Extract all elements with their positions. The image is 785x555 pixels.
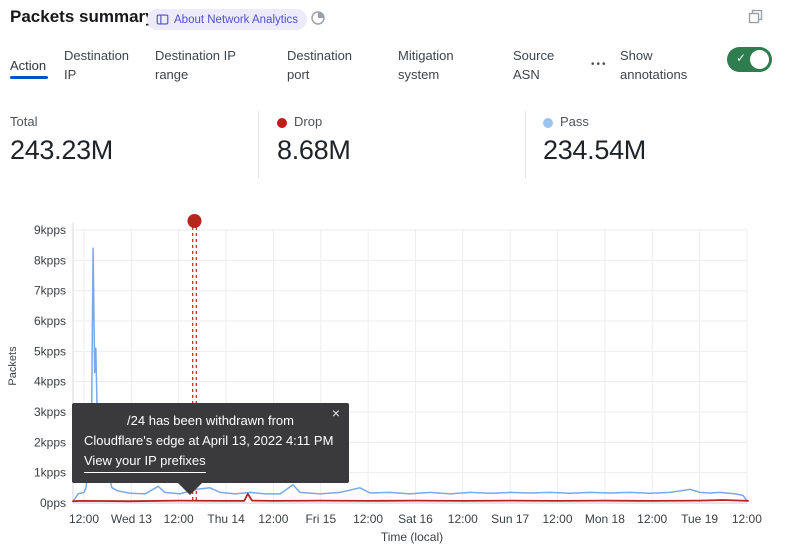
book-icon [156, 13, 169, 26]
svg-text:0pps: 0pps [40, 496, 66, 510]
x-axis-tick-labels: 12:00 Wed 13 12:00 Thu 14 12:00 Fri 15 12:00 Sa… [69, 512, 762, 526]
show-annotations-toggle[interactable]: ✓ [727, 47, 772, 72]
chart-gridlines [72, 223, 748, 504]
svg-text:Fri 15: Fri 15 [305, 512, 336, 526]
svg-text:7kpps: 7kpps [34, 284, 66, 298]
svg-text:12:00: 12:00 [542, 512, 572, 526]
svg-text:12:00: 12:00 [69, 512, 99, 526]
svg-text:12:00: 12:00 [353, 512, 383, 526]
annotation-dot-marker[interactable] [187, 214, 202, 228]
ip-prefixes-link[interactable]: View your IP prefixes [84, 451, 206, 473]
tooltip-line1: /24 has been withdrawn from [127, 413, 294, 428]
svg-text:Wed 13: Wed 13 [111, 512, 152, 526]
pass-stat-value: 234.54M [543, 135, 646, 165]
annotation-tooltip: × /24 has been withdrawn from Cloudflare… [72, 403, 349, 495]
y-axis-tick-labels: 0pps 1kpps 2kpps 3kpps 4kpps 5kpps 6kpps 7kpps 8… [34, 223, 66, 510]
svg-text:6kpps: 6kpps [34, 314, 66, 328]
tab-destination-port-label: Destination port [287, 48, 353, 82]
drop-legend-dot [277, 118, 287, 128]
tab-destination-ip-range-label: Destination IP range [155, 48, 236, 82]
drop-series-line [72, 492, 749, 503]
svg-text:1kpps: 1kpps [34, 466, 66, 480]
tab-action-label: Action [10, 58, 47, 73]
tooltip-line2: Cloudflare's edge at April 13, 2022 4:11… [84, 433, 334, 448]
total-stat-value: 243.23M [10, 135, 113, 165]
svg-text:4kpps: 4kpps [34, 375, 66, 389]
checkmark-icon: ✓ [736, 51, 747, 65]
tab-mitigation-system-label: Mitigation system [398, 48, 454, 82]
svg-text:12:00: 12:00 [258, 512, 288, 526]
page-title: Packets summary [10, 7, 155, 26]
tab-destination-port[interactable]: Destination port [287, 46, 367, 84]
more-options-ellipsis-icon[interactable]: ••• [591, 59, 608, 70]
svg-text:9kpps: 9kpps [34, 223, 66, 237]
svg-text:Mon 18: Mon 18 [585, 512, 625, 526]
drop-stat-label: Drop [294, 114, 323, 129]
tab-destination-ip-range[interactable]: Destination IP range [155, 46, 247, 84]
total-stat-label: Total [10, 114, 38, 129]
pass-legend-dot [543, 118, 553, 128]
svg-text:2kpps: 2kpps [34, 435, 66, 449]
svg-text:12:00: 12:00 [637, 512, 667, 526]
svg-text:5kpps: 5kpps [34, 344, 66, 358]
packets-chart: 12:00 Wed 13 12:00 Thu 14 12:00 Fri 15 12:00 Sa… [7, 214, 762, 544]
stats-divider [258, 111, 259, 178]
x-axis-title: Time (local) [381, 530, 443, 544]
drop-stat-value: 8.68M [277, 135, 351, 165]
y-axis-title: Packets [7, 346, 19, 386]
stats-divider [525, 111, 526, 178]
tab-destination-ip[interactable]: Destination IP [64, 46, 140, 84]
svg-text:12:00: 12:00 [164, 512, 194, 526]
tab-destination-ip-label: Destination IP [64, 48, 130, 82]
badge-label: About Network Analytics [174, 13, 299, 26]
svg-text:Sun 17: Sun 17 [491, 512, 529, 526]
tab-source-asn[interactable]: Source ASN [513, 46, 565, 84]
duplicate-window-icon[interactable] [747, 8, 764, 25]
show-annotations-label: Show annotations [620, 48, 688, 82]
pass-stat-label: Pass [560, 114, 589, 129]
time-remaining-icon[interactable] [310, 10, 326, 26]
svg-text:12:00: 12:00 [732, 512, 762, 526]
tab-mitigation-system[interactable]: Mitigation system [398, 46, 470, 84]
close-icon[interactable]: × [331, 405, 340, 421]
svg-text:8kpps: 8kpps [34, 253, 66, 267]
svg-text:Tue 19: Tue 19 [681, 512, 718, 526]
svg-text:12:00: 12:00 [448, 512, 478, 526]
svg-text:Sat 16: Sat 16 [398, 512, 433, 526]
about-network-analytics-badge[interactable]: About Network Analytics [147, 9, 308, 30]
svg-text:Thu 14: Thu 14 [207, 512, 245, 526]
tab-action[interactable]: Action [10, 56, 49, 79]
toggle-knob [750, 50, 769, 69]
svg-text:3kpps: 3kpps [34, 405, 66, 419]
tab-source-asn-label: Source ASN [513, 48, 555, 82]
